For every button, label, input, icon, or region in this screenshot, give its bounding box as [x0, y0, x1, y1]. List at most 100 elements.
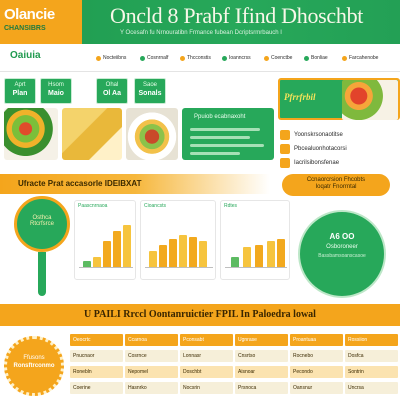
stat-badge[interactable]: A6 OO Osboroneer Bassbamsoanscasoe — [298, 210, 386, 298]
table-header-cell: Oeocrtc — [70, 334, 123, 346]
tab-item[interactable]: Aprt Plan — [4, 78, 36, 104]
toolbar-item[interactable]: Coenctbe — [264, 54, 292, 62]
table-cell: Nepomel — [125, 366, 178, 378]
list-icon — [280, 158, 290, 168]
bar — [199, 241, 207, 267]
page-subtitle: Y Ocesafn fu Nrnouratibn Frmance fubean … — [120, 30, 282, 36]
tab-item[interactable]: Hsom Maio — [40, 78, 72, 104]
logo[interactable] — [0, 0, 82, 44]
list-item[interactable]: Yoonskrsonaotitse — [280, 126, 398, 144]
toolbar-item[interactable]: Cosnrnalf — [140, 54, 168, 62]
dot-icon — [264, 55, 269, 61]
bar — [189, 237, 197, 267]
bar — [123, 225, 131, 267]
chart-panel — [74, 200, 136, 280]
text-line — [190, 128, 260, 131]
list-item[interactable]: Iacrilsibonsfenae — [280, 154, 398, 172]
bar — [255, 245, 263, 267]
salad-photo[interactable] — [4, 108, 58, 160]
panel-title: Rdtes — [224, 203, 238, 209]
axis-line — [79, 267, 133, 268]
bar — [179, 235, 187, 267]
bar — [169, 239, 177, 267]
toolbar-item[interactable]: Bonliae — [304, 54, 328, 62]
toolbar-item[interactable]: Nocteiibns — [96, 54, 126, 62]
table-row[interactable]: Ronebln Nepomel Doschbt Aisnoar Pecondo … — [70, 366, 400, 378]
seal-badge: Ffusons Ronsftrconmo — [4, 336, 64, 396]
bar — [113, 231, 121, 267]
info-card-title: Ppuiob ecabnaxoht — [194, 114, 246, 120]
tab-item[interactable]: Ohal Ol Aa — [96, 78, 128, 104]
hero-text: Pfrrfrbil — [284, 92, 316, 102]
bar — [231, 257, 239, 267]
table-cell: Rocnebo — [290, 350, 343, 362]
table-cell: Doschbt — [180, 366, 233, 378]
table-cell: Aisnoar — [235, 366, 288, 378]
page-title: Oncld 8 Prabf Ifind Dhoschbt — [110, 3, 364, 28]
text-line — [190, 144, 264, 147]
dot-icon — [342, 55, 347, 61]
table-row[interactable]: Coerine Hasnrko Nocsrin Prsnoca Oansnur … — [70, 382, 400, 394]
dot-icon — [140, 55, 145, 61]
info-card[interactable] — [182, 108, 274, 160]
location-pin-icon[interactable]: Osthca Rtcrfsrce — [14, 196, 70, 252]
toolbar-item[interactable]: Ioanncrss — [222, 54, 251, 62]
bar — [277, 239, 285, 267]
bar — [83, 261, 91, 267]
hero-image — [342, 80, 398, 120]
toolbar — [0, 46, 400, 72]
table-cell: Hasnrko — [125, 382, 178, 394]
chart-panel — [140, 200, 216, 280]
table-cell: Pnucnaor — [70, 350, 123, 362]
table-cell: Oansnur — [290, 382, 343, 394]
table-cell: Prsnoca — [235, 382, 288, 394]
bar — [103, 241, 111, 267]
table-header-cell: Ccarnoa — [125, 334, 178, 346]
dot-icon — [96, 55, 101, 61]
list-item[interactable]: Pbcealuonhotacorsi — [280, 140, 398, 158]
table-cell: Cosrnce — [125, 350, 178, 362]
bar — [243, 247, 251, 267]
bar — [93, 257, 101, 267]
bar — [159, 245, 167, 267]
chart-panel — [220, 200, 290, 280]
table-cell: Sontrin — [345, 366, 398, 378]
axis-line — [225, 267, 287, 268]
table-cell: Pecondo — [290, 366, 343, 378]
toolbar-item[interactable]: Farcahenobe — [342, 54, 378, 62]
table-row[interactable]: Pnucnaor Cosrnce Lonnasr Cnsrtso Rocnebo… — [70, 350, 400, 362]
table-header-cell: Ugnrase — [235, 334, 288, 346]
table-cell: Uncrsa — [345, 382, 398, 394]
dot-icon — [180, 55, 185, 61]
list-icon — [280, 144, 290, 154]
tab-item[interactable]: Saoe Sonals — [134, 78, 166, 104]
bar — [267, 241, 275, 267]
table-header-cell: Proantuaa — [290, 334, 343, 346]
text-line — [190, 152, 240, 155]
dot-icon — [222, 55, 227, 61]
table-cell: Coerine — [70, 382, 123, 394]
bar — [149, 251, 157, 267]
toolbar-item[interactable]: Thcconstis — [180, 54, 211, 62]
panel-title: Paascnrnaoa — [78, 203, 108, 209]
logo-subtitle: CHANSIBRS — [4, 25, 46, 32]
table-header-cell: Pconsabt — [180, 334, 233, 346]
dot-icon — [304, 55, 309, 61]
table-header-cell: Rossiion — [345, 334, 398, 346]
toolbar-brand[interactable]: Oaiuia — [10, 50, 41, 61]
pill-button[interactable]: Ccnaorcrsion Fhcobts Ioqatr Fnorrntal — [282, 174, 390, 196]
text-line — [190, 136, 250, 139]
pin-stem — [38, 252, 46, 296]
table-cell: Nocsrin — [180, 382, 233, 394]
table-header-row: Oeocrtc Ccarnoa Pconsabt Ugnrase Proantu… — [70, 334, 400, 346]
section-strip: U PAILI Rrccl Oontanruictier FPIL In Pal… — [0, 304, 400, 326]
bowl-photo[interactable] — [126, 108, 178, 160]
cheese-photo[interactable] — [62, 108, 122, 160]
panel-title: Cioancsts — [144, 203, 166, 209]
data-table: Oeocrtc Ccarnoa Pconsabt Ugnrase Proantu… — [70, 334, 400, 400]
list-icon — [280, 130, 290, 140]
table-cell: Ronebln — [70, 366, 123, 378]
section-banner: Ufracte Prat accasorle IDEIBXAT — [0, 174, 270, 194]
table-cell: Cnsrtso — [235, 350, 288, 362]
axis-line — [145, 267, 213, 268]
